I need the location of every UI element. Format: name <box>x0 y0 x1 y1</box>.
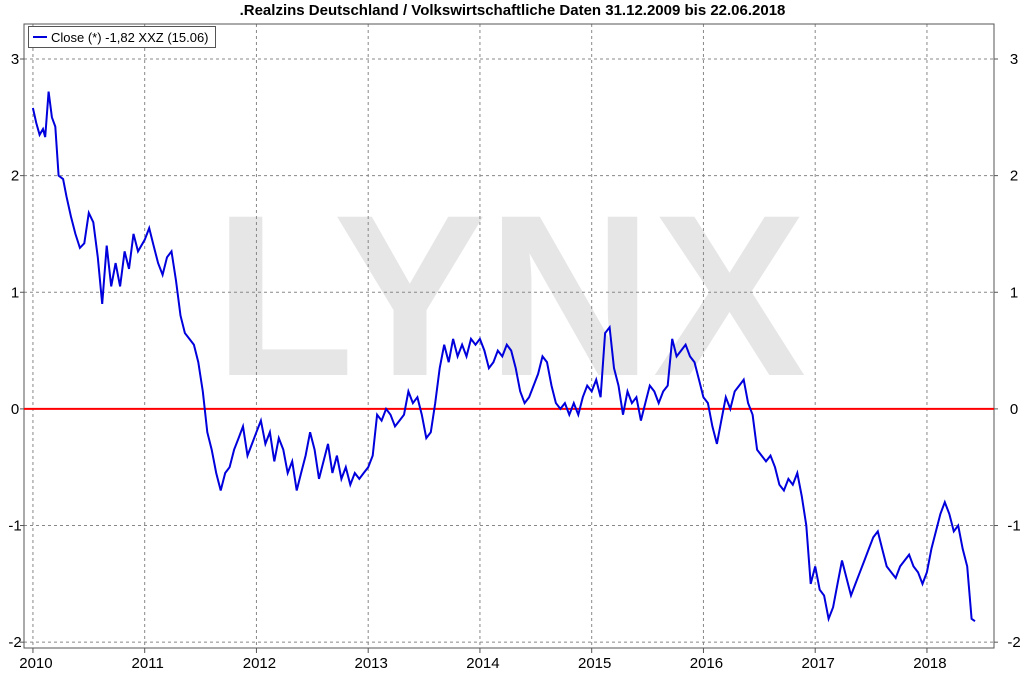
y-tick-label: 3 <box>11 51 19 68</box>
x-tick-label: 2011 <box>132 655 164 672</box>
x-tick-label: 2018 <box>913 655 946 672</box>
chart-title: .Realzins Deutschland / Volkswirtschaftl… <box>239 2 786 19</box>
x-tick-label: 2014 <box>466 655 499 672</box>
plot-frame <box>23 23 995 649</box>
y-tick-label: -2 <box>8 634 21 651</box>
watermark: LYNX <box>214 167 806 424</box>
y-tick-label: 1 <box>11 284 19 301</box>
y-tick-label-right: 0 <box>1010 401 1018 418</box>
x-tick-label: 2012 <box>243 655 276 672</box>
y-tick-label-right: -2 <box>1007 634 1020 651</box>
y-tick-label: 0 <box>11 401 19 418</box>
x-tick-label: 2013 <box>355 655 388 672</box>
legend: Close (*) -1,82 XXZ (15.06) <box>28 26 216 48</box>
grid <box>24 24 994 648</box>
y-tick-label: -1 <box>8 518 21 535</box>
y-tick-label-right: 3 <box>1010 51 1018 68</box>
x-tick-label: 2015 <box>578 655 611 672</box>
y-tick-label-right: 2 <box>1010 168 1018 185</box>
legend-swatch <box>33 36 47 38</box>
x-tick-label: 2017 <box>802 655 835 672</box>
x-tick-label: 2016 <box>690 655 723 672</box>
x-tick-label: 2010 <box>19 655 52 672</box>
y-tick-label: 2 <box>11 168 19 185</box>
y-tick-label-right: 1 <box>1010 284 1018 301</box>
series-line <box>31 91 976 623</box>
y-tick-label-right: -1 <box>1007 518 1020 535</box>
legend-label: Close (*) -1,82 XXZ (15.06) <box>51 29 209 45</box>
y-axis: -2 -2 -1 -1 0 0 1 1 2 2 3 3 <box>8 51 1020 651</box>
x-axis: 2010 2011 2012 2013 2014 2015 2016 2017 2018 <box>19 648 947 672</box>
